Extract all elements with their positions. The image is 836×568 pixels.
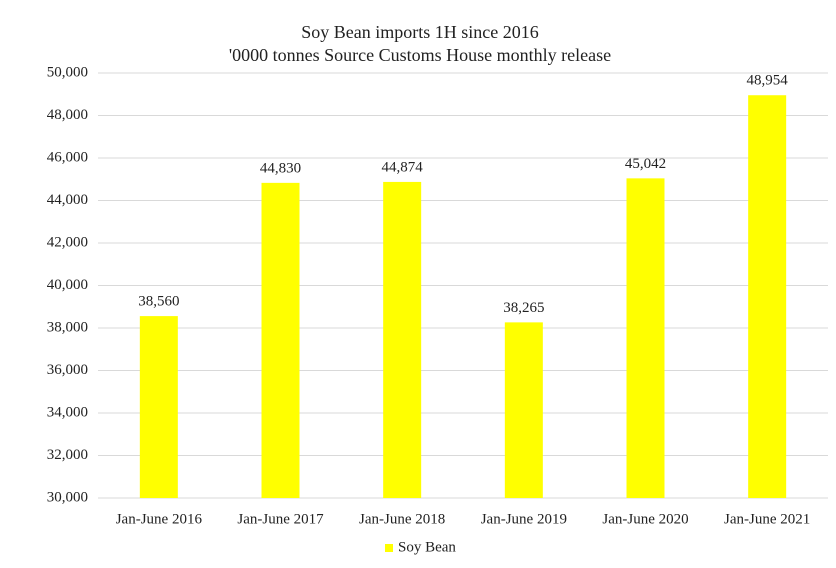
bar xyxy=(261,182,300,499)
x-tick-label: Jan-June 2017 xyxy=(237,511,324,527)
x-tick-label: Jan-June 2020 xyxy=(602,511,688,527)
y-tick-label: 50,000 xyxy=(47,64,88,80)
legend-swatch xyxy=(385,544,393,552)
y-tick-label: 46,000 xyxy=(47,149,88,165)
bar xyxy=(626,178,665,499)
y-tick-label: 38,000 xyxy=(47,319,88,335)
data-label: 45,042 xyxy=(625,156,666,172)
chart-title: Soy Bean imports 1H since 2016 xyxy=(301,22,538,42)
y-tick-label: 34,000 xyxy=(47,404,88,420)
legend-label: Soy Bean xyxy=(398,539,456,555)
bar xyxy=(504,322,543,498)
y-tick-label: 42,000 xyxy=(47,234,88,250)
x-tick-label: Jan-June 2018 xyxy=(359,511,445,527)
data-label: 44,874 xyxy=(382,159,424,175)
y-tick-label: 44,000 xyxy=(47,192,88,208)
y-tick-label: 48,000 xyxy=(47,107,88,123)
data-label: 48,954 xyxy=(747,73,789,89)
chart-subtitle: '0000 tonnes Source Customs House monthl… xyxy=(229,45,611,65)
x-tick-label: Jan-June 2021 xyxy=(724,511,810,527)
y-tick-label: 32,000 xyxy=(47,447,88,463)
data-label: 44,830 xyxy=(260,160,301,176)
x-tick-label: Jan-June 2019 xyxy=(481,511,567,527)
bar xyxy=(383,181,422,499)
y-tick-label: 36,000 xyxy=(47,362,88,378)
y-tick-label: 30,000 xyxy=(47,489,88,505)
y-tick-label: 40,000 xyxy=(47,277,88,293)
data-label: 38,560 xyxy=(138,294,179,310)
x-tick-label: Jan-June 2016 xyxy=(116,511,203,527)
data-label: 38,265 xyxy=(503,300,544,316)
bar xyxy=(139,316,178,498)
bar xyxy=(748,95,787,498)
